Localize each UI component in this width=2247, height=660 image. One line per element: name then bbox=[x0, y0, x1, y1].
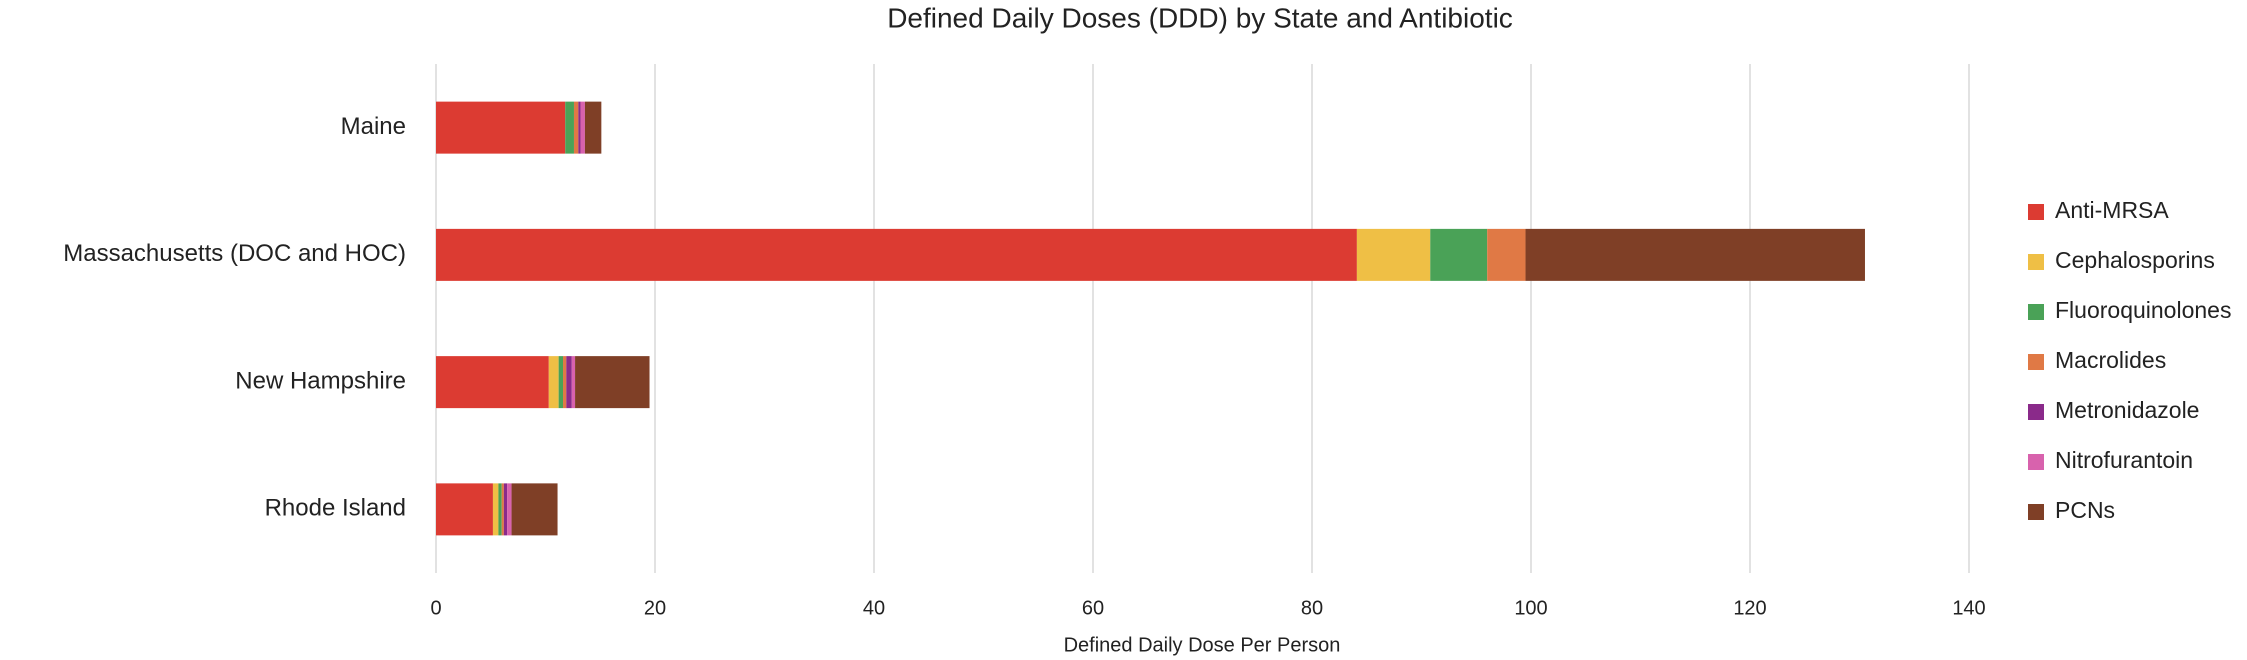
x-tick-label: 60 bbox=[1082, 597, 1104, 619]
y-tick-label: New Hampshire bbox=[235, 367, 406, 394]
y-tick-label: Maine bbox=[341, 113, 406, 140]
bar-segment bbox=[573, 101, 579, 154]
bar-segment bbox=[571, 356, 576, 409]
x-tick-label: 40 bbox=[863, 597, 885, 619]
x-tick-label: 120 bbox=[1733, 597, 1766, 619]
x-tick-label: 80 bbox=[1301, 597, 1323, 619]
x-tick-label: 140 bbox=[1952, 597, 1985, 619]
bar-segment bbox=[501, 483, 504, 536]
bar-segment bbox=[565, 101, 574, 154]
bar-segment bbox=[511, 483, 558, 536]
bar-segment bbox=[436, 356, 549, 409]
bar-segment bbox=[566, 356, 572, 409]
legend-swatch bbox=[2028, 354, 2044, 370]
legend-swatch bbox=[2028, 254, 2044, 270]
bar-segment bbox=[584, 101, 602, 154]
legend-swatch bbox=[2028, 204, 2044, 220]
y-tick-label: Rhode Island bbox=[265, 495, 406, 522]
legend-label: Nitrofurantoin bbox=[2055, 447, 2193, 473]
legend-swatch bbox=[2028, 304, 2044, 320]
x-tick-label: 20 bbox=[644, 597, 666, 619]
bar-segment bbox=[558, 356, 564, 409]
legend-swatch bbox=[2028, 404, 2044, 420]
bar-segment bbox=[1525, 228, 1865, 281]
bar-segment bbox=[578, 101, 581, 154]
bar-segment bbox=[563, 356, 567, 409]
y-tick-label: Massachusetts (DOC and HOC) bbox=[63, 240, 406, 267]
bar-segment bbox=[492, 483, 499, 536]
bar-segment bbox=[503, 483, 508, 536]
bar-segment bbox=[548, 356, 559, 409]
chart-title: Defined Daily Doses (DDD) by State and A… bbox=[887, 2, 1513, 33]
bar-segment bbox=[1430, 228, 1488, 281]
bar-segment bbox=[580, 101, 585, 154]
bar-segment bbox=[1487, 228, 1526, 281]
legend-label: Cephalosporins bbox=[2055, 247, 2215, 273]
legend-label: Metronidazole bbox=[2055, 397, 2199, 423]
legend-swatch bbox=[2028, 454, 2044, 470]
legend-label: Fluoroquinolones bbox=[2055, 297, 2231, 323]
bar-segment bbox=[498, 483, 502, 536]
bar-segment bbox=[436, 101, 566, 154]
bar-segment bbox=[575, 356, 650, 409]
bar-segment bbox=[436, 228, 1357, 281]
bar-segment bbox=[507, 483, 512, 536]
legend-label: Macrolides bbox=[2055, 347, 2166, 373]
legend-swatch bbox=[2028, 504, 2044, 520]
x-tick-label: 0 bbox=[430, 597, 441, 619]
x-axis-title: Defined Daily Dose Per Person bbox=[1064, 634, 1341, 656]
legend-label: Anti-MRSA bbox=[2055, 197, 2169, 223]
bar-segment bbox=[436, 483, 493, 536]
legend-label: PCNs bbox=[2055, 497, 2115, 523]
bar-segment bbox=[1356, 228, 1431, 281]
x-tick-label: 100 bbox=[1514, 597, 1547, 619]
